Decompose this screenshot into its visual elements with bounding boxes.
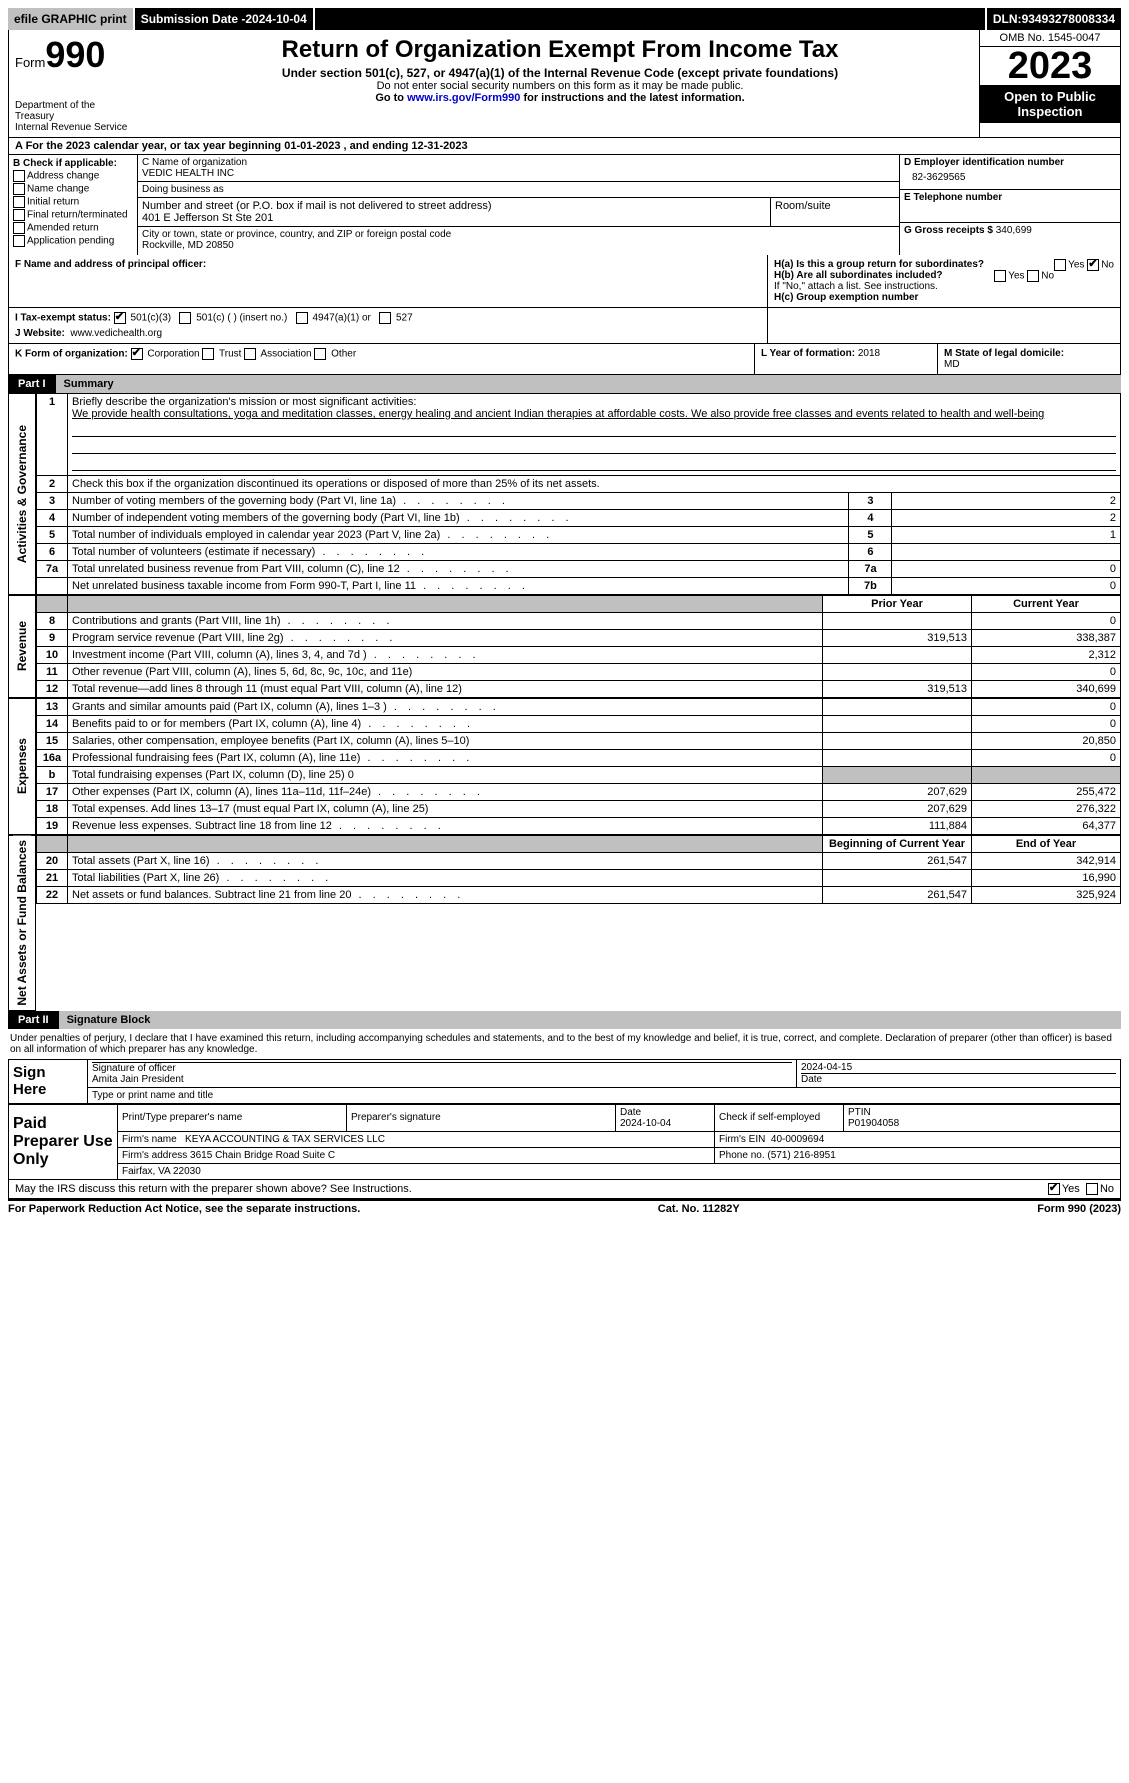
section-netassets: Net Assets or Fund Balances Beginning of… [8,835,1121,1011]
topbar: efile GRAPHIC print Submission Date - 20… [8,8,1121,30]
section-bcd: B Check if applicable: Address change Na… [8,155,1121,255]
chk-other[interactable] [314,348,326,360]
chk-final[interactable] [13,209,25,221]
chk-corp[interactable] [131,348,143,360]
form-header: Form990 Department of the Treasury Inter… [8,30,1121,138]
chk-amended[interactable] [13,222,25,234]
footer: For Paperwork Reduction Act Notice, see … [8,1199,1121,1215]
row-i-j: I Tax-exempt status: 501(c)(3) 501(c) ( … [8,308,1121,344]
section-expenses: Expenses 13Grants and similar amounts pa… [8,698,1121,835]
col-c-org: C Name of organizationVEDIC HEALTH INC D… [138,155,900,255]
department: Department of the Treasury Internal Reve… [15,100,135,133]
ha-no[interactable] [1087,259,1099,271]
form-number: Form990 [15,34,135,76]
dln: DLN: 93493278008334 [985,8,1121,30]
chk-pending[interactable] [13,235,25,247]
chk-address[interactable] [13,170,25,182]
section-revenue: Revenue Prior YearCurrent Year 8Contribu… [8,595,1121,698]
under-section: Under section 501(c), 527, or 4947(a)(1)… [147,66,973,80]
discuss-no[interactable] [1086,1183,1098,1195]
ha-yes[interactable] [1054,259,1066,271]
goto-link: Go to www.irs.gov/Form990 for instructio… [147,92,973,104]
hb-yes[interactable] [994,270,1006,282]
sign-here-table: Sign Here Signature of officerAmita Jain… [8,1059,1121,1104]
discuss-row: May the IRS discuss this return with the… [8,1180,1121,1199]
irs-link[interactable]: www.irs.gov/Form990 [407,92,520,104]
row-a-tax-year: A For the 2023 calendar year, or tax yea… [8,138,1121,155]
chk-527[interactable] [379,312,391,324]
chk-4947[interactable] [296,312,308,324]
chk-name[interactable] [13,183,25,195]
open-inspection: Open to Public Inspection [980,85,1120,123]
form-title: Return of Organization Exempt From Incom… [147,36,973,64]
discuss-yes[interactable] [1048,1183,1060,1195]
perjury-statement: Under penalties of perjury, I declare th… [8,1029,1121,1059]
part2-header: Part II Signature Block [8,1011,1121,1029]
chk-initial[interactable] [13,196,25,208]
tax-year: 2023 [980,47,1120,85]
ssn-warning: Do not enter social security numbers on … [147,80,973,92]
chk-trust[interactable] [202,348,214,360]
chk-501c[interactable] [179,312,191,324]
row-f-h: F Name and address of principal officer:… [8,255,1121,308]
paid-preparer-table: Paid Preparer Use Only Print/Type prepar… [8,1104,1121,1180]
efile-btn[interactable]: efile GRAPHIC print [8,8,135,30]
col-b-checkboxes: B Check if applicable: Address change Na… [9,155,138,255]
hb-no[interactable] [1027,270,1039,282]
chk-501c3[interactable] [114,312,126,324]
col-d: D Employer identification number82-36295… [900,155,1120,255]
section-activities: Activities & Governance 1Briefly describ… [8,393,1121,595]
row-klm: K Form of organization: Corporation Trus… [8,344,1121,375]
part1-header: Part I Summary [8,375,1121,393]
submission-date: Submission Date - 2024-10-04 [135,8,315,30]
chk-assoc[interactable] [244,348,256,360]
